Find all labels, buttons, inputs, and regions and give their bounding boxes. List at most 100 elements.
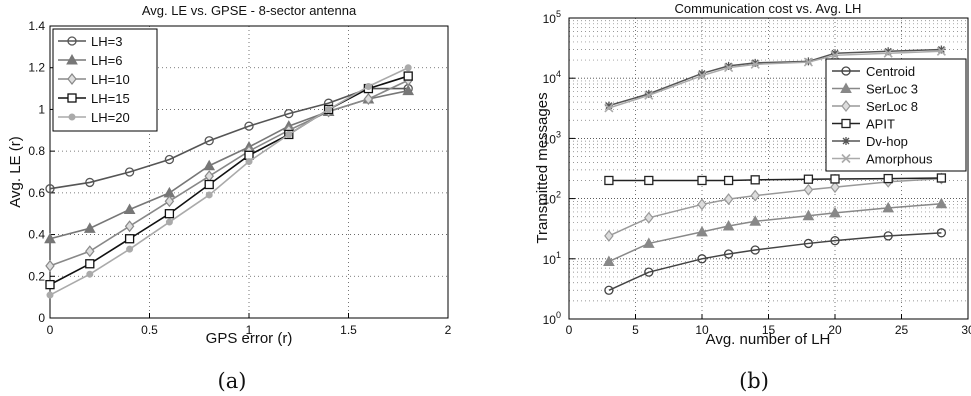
data-point	[124, 167, 135, 177]
ticks-left: 0 0.5 1 1.5 2 0 0.2 0.4 0.6 0.8 1 1.2 1.4	[28, 19, 451, 337]
data-point	[364, 82, 372, 90]
data-point	[750, 175, 760, 185]
data-point	[404, 64, 412, 72]
data-point	[698, 69, 706, 78]
legend-label: Dv-hop	[866, 134, 908, 149]
series-line	[49, 66, 409, 296]
data-point	[883, 231, 893, 241]
legend-entry: Amorphous	[832, 152, 933, 167]
data-point	[697, 175, 707, 186]
data-point	[325, 105, 333, 113]
legend-marker	[67, 73, 77, 85]
legend-marker	[840, 82, 852, 93]
legend-label: LH=3	[91, 34, 122, 49]
data-point	[204, 136, 214, 146]
data-point	[604, 285, 614, 295]
data-point	[164, 154, 175, 165]
data-point	[831, 49, 839, 58]
series-lh-20	[46, 64, 412, 299]
legend-entry: LH=10	[58, 72, 130, 87]
data-point	[750, 189, 760, 202]
data-point	[83, 222, 96, 233]
data-point	[644, 175, 654, 186]
data-point	[830, 174, 840, 184]
legend-label: SerLoc 3	[866, 82, 918, 97]
x-tick-label: 20	[828, 323, 842, 337]
data-point	[164, 195, 175, 208]
legend-marker	[66, 53, 78, 65]
x-tick-label: 15	[762, 323, 776, 337]
data-point	[697, 71, 707, 81]
data-point	[46, 291, 54, 299]
data-point	[803, 183, 814, 196]
legend-marker	[67, 36, 77, 46]
series-right	[603, 45, 948, 295]
data-point	[883, 48, 893, 58]
data-point	[45, 184, 55, 194]
x-tick-label: 2	[445, 323, 452, 337]
y-tick-label: 1.2	[28, 61, 45, 75]
x-axis-label-right: Avg. number of LH	[706, 331, 831, 348]
series-left	[44, 64, 415, 299]
data-point	[724, 61, 733, 70]
data-point	[44, 232, 56, 244]
data-point	[644, 211, 654, 224]
legend-marker	[842, 137, 850, 145]
data-point	[285, 130, 293, 138]
data-point	[696, 225, 708, 237]
series-serloc-3	[603, 197, 948, 267]
data-point	[86, 270, 94, 278]
data-point	[244, 121, 254, 131]
x-tick-label: 1	[246, 323, 253, 337]
data-point	[403, 71, 413, 81]
data-point	[85, 177, 95, 188]
y-tick-label: 103	[543, 129, 561, 146]
legend-marker	[841, 100, 851, 112]
y-tick-label: 105	[543, 9, 561, 26]
series-line	[608, 232, 942, 291]
y-tick-label: 1.4	[28, 19, 45, 33]
legend-entry: Centroid	[832, 64, 915, 79]
legend-marker	[841, 66, 851, 76]
legend-marker	[67, 93, 77, 103]
y-tick-label: 101	[543, 250, 561, 267]
data-point	[603, 255, 615, 267]
legend-label: LH=6	[91, 53, 122, 68]
data-point	[85, 259, 95, 269]
data-point	[936, 46, 946, 56]
data-point	[802, 209, 815, 221]
legend-marker	[841, 153, 851, 164]
y-tick-label: 104	[543, 69, 561, 86]
series-line	[49, 79, 409, 267]
data-point	[830, 181, 840, 194]
y-tick-label: 0	[38, 311, 45, 325]
chart-title-right: Communication cost vs. Avg. LH	[675, 1, 862, 16]
x-axis-label-left: GPS error (r)	[206, 330, 293, 347]
legend-label: Amorphous	[866, 152, 933, 167]
x-tick-label: 1.5	[340, 323, 357, 337]
legend-entry: LH=20	[58, 110, 130, 125]
data-point	[803, 174, 814, 184]
data-point	[123, 203, 136, 215]
y-tick-label: 102	[543, 190, 561, 207]
data-point	[604, 229, 614, 242]
data-point	[883, 173, 893, 184]
x-tick-label: 0.5	[141, 323, 158, 337]
data-point	[803, 238, 814, 249]
series-line	[49, 87, 409, 190]
data-point	[124, 220, 135, 233]
data-point	[803, 57, 813, 67]
data-point	[882, 201, 895, 213]
data-point	[829, 206, 841, 218]
data-point	[697, 254, 707, 264]
data-point	[644, 90, 654, 100]
data-point	[697, 198, 707, 211]
legend-entry: LH=3	[58, 34, 122, 49]
data-point	[164, 209, 175, 219]
legend-label: Centroid	[866, 64, 915, 79]
data-point	[126, 245, 134, 253]
legend-right: Centroid SerLoc 3 SerLoc 8 APIT Dv-hop Amorph…	[825, 58, 967, 172]
data-point	[750, 245, 760, 255]
legend-entry: LH=15	[58, 91, 130, 106]
y-axis-label-left: Avg. LE (r)	[7, 136, 24, 207]
